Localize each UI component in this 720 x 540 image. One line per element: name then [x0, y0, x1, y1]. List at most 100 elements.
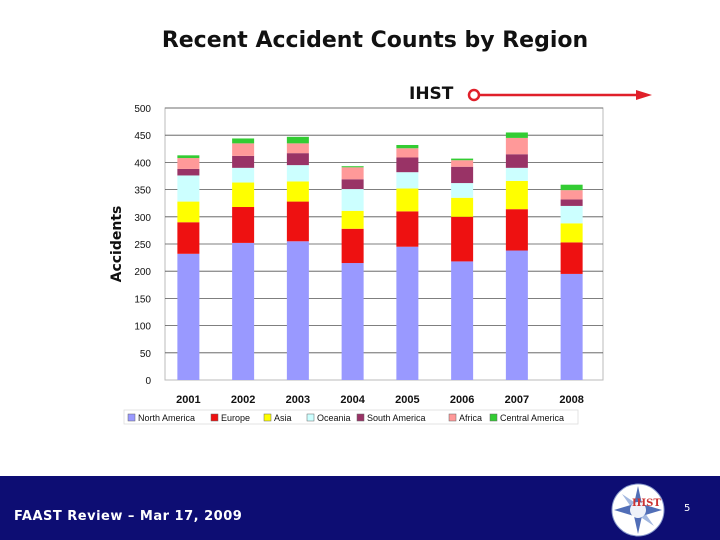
bar-segment	[560, 190, 583, 200]
y-tick-label: 200	[134, 267, 151, 278]
x-tick-label: 2005	[395, 394, 419, 406]
legend-label: Europe	[221, 413, 250, 423]
y-tick-label: 500	[134, 104, 151, 115]
footer-bar: FAAST Review – Mar 17, 2009 IHST 5	[0, 476, 720, 540]
y-tick-label: 50	[140, 349, 152, 360]
bar-segment	[396, 148, 419, 158]
bar-segment	[286, 143, 309, 154]
bar-segment	[560, 242, 583, 274]
y-tick-label: 0	[145, 376, 151, 387]
bar-stack-2006	[451, 158, 474, 380]
bar-segment	[177, 168, 200, 176]
bar-segment	[560, 199, 583, 206]
bar-segment	[396, 144, 419, 149]
legend-swatch	[210, 413, 219, 422]
bar-stack-2005	[396, 144, 419, 380]
bar-segment	[177, 222, 200, 254]
bar-stack-2002	[232, 138, 255, 380]
legend-label: Central America	[500, 413, 564, 423]
bar-segment	[451, 183, 474, 198]
page-number: 5	[684, 503, 691, 514]
bar-segment	[451, 216, 474, 262]
legend-swatch	[263, 413, 272, 422]
bar-segment	[505, 132, 528, 138]
bar-segment	[177, 175, 200, 202]
bar-segment	[232, 138, 255, 144]
x-tick-labels: 2001 2002 2003 2004 2005 2006 2007 2008	[176, 394, 584, 406]
bar-segment	[232, 155, 255, 168]
ihst-label: IHST	[409, 84, 454, 104]
bar-segment	[451, 160, 474, 167]
bar-stack-2003	[286, 136, 309, 380]
legend-item: North America	[127, 413, 195, 423]
bar-segment	[286, 241, 309, 380]
bar-segment	[505, 137, 528, 155]
x-tick-label: 2006	[450, 394, 474, 406]
legend-label: South America	[367, 413, 426, 423]
bar-segment	[560, 205, 583, 224]
bar-segment	[505, 180, 528, 210]
bar-segment	[232, 242, 255, 380]
bar-segment	[177, 155, 200, 159]
x-tick-label: 2004	[340, 394, 365, 406]
bar-segment	[341, 166, 364, 168]
x-tick-label: 2002	[231, 394, 255, 406]
legend-label: North America	[138, 413, 195, 423]
chart-title: Recent Accident Counts by Region	[161, 28, 589, 53]
y-tick-label: 100	[134, 322, 151, 333]
y-tick-label: 150	[134, 294, 151, 305]
legend-swatch	[448, 413, 457, 422]
bar-segment	[560, 184, 583, 191]
bar-segment	[286, 153, 309, 166]
bar-segment	[232, 182, 255, 208]
legend-label: Oceania	[317, 413, 351, 423]
bar-segment	[560, 273, 583, 380]
bar-segment	[396, 157, 419, 173]
legend-swatch	[306, 413, 315, 422]
y-tick-labels: 0 50 100 150 200 250 300 350 400 450 500	[134, 104, 151, 387]
bar-segment	[505, 167, 528, 181]
legend-item: Oceania	[306, 413, 351, 423]
bar-stack-2007	[505, 132, 528, 380]
legend-item: Asia	[263, 413, 292, 423]
bar-segment	[177, 201, 200, 223]
y-tick-label: 450	[134, 131, 151, 142]
bar-segment	[232, 207, 255, 243]
legend-item: Europe	[210, 413, 250, 423]
bar-segment	[396, 172, 419, 189]
bar-segment	[341, 263, 364, 380]
x-tick-label: 2008	[559, 394, 583, 406]
bar-segment	[232, 143, 255, 156]
bar-segment	[505, 154, 528, 168]
bar-segment	[341, 210, 364, 229]
legend-item: Africa	[448, 413, 482, 423]
legend-swatch	[127, 413, 136, 422]
bar-segment	[396, 211, 419, 247]
x-tick-label: 2001	[176, 394, 200, 406]
logo-lettering: IHST	[632, 498, 661, 509]
bar-segment	[505, 250, 528, 380]
bar-segment	[396, 188, 419, 212]
bar-stack-2004	[341, 166, 364, 380]
bar-segment	[341, 167, 364, 180]
footer-text: FAAST Review – Mar 17, 2009	[14, 509, 243, 524]
legend-box	[123, 409, 579, 425]
legend: North America Europe Asia Oceania South Amer…	[123, 409, 579, 425]
bar-segment	[286, 165, 309, 182]
bar-segment	[560, 223, 583, 243]
bar-segment	[451, 197, 474, 217]
legend-swatch	[356, 413, 365, 422]
bar-segment	[341, 189, 364, 211]
bar-segment	[286, 136, 309, 144]
bar-stacks	[177, 132, 583, 380]
bar-segment	[505, 209, 528, 251]
bar-segment	[451, 166, 474, 184]
legend-item: Central America	[489, 413, 564, 423]
bar-segment	[396, 246, 419, 380]
ihst-logo: IHST	[611, 483, 665, 537]
y-tick-label: 300	[134, 213, 151, 224]
ihst-arrow	[467, 88, 652, 102]
bar-segment	[451, 158, 474, 161]
legend-label: Asia	[274, 413, 292, 423]
